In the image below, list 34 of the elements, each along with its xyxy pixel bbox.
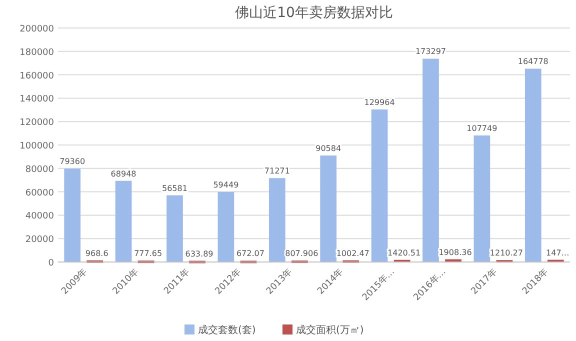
y-tick-label: 60000 (25, 188, 54, 198)
data-label: 807.906 (285, 249, 318, 258)
y-tick-label: 180000 (20, 48, 54, 58)
data-label: 1420.51 (388, 248, 421, 258)
y-tick-label: 100000 (20, 142, 54, 152)
y-tick-label: 20000 (25, 235, 54, 246)
data-label: 79360 (60, 157, 86, 166)
y-tick-label: 80000 (25, 164, 54, 175)
data-label: 56581 (162, 184, 188, 193)
data-label: 1908.36 (438, 248, 472, 257)
data-label: 164778 (518, 57, 548, 66)
data-label: 173297 (415, 47, 446, 56)
chart-title: 佛山近10年卖房数据对比 (235, 5, 393, 21)
y-tick-label: 40000 (25, 212, 54, 222)
y-tick-label: 0 (48, 258, 54, 268)
data-label: 68948 (110, 169, 136, 178)
legend-label: 成交面积(万㎡) (296, 324, 364, 336)
data-label: 129964 (364, 98, 395, 107)
data-label: 147… (546, 248, 570, 258)
y-tick-label: 140000 (20, 94, 54, 105)
data-label: 968.6 (85, 248, 108, 258)
y-tick-label: 160000 (20, 71, 54, 82)
data-label: 633.89 (185, 249, 214, 258)
data-label: 1002.47 (336, 248, 370, 258)
data-label: 672.07 (236, 249, 264, 258)
data-label: 107749 (466, 124, 498, 133)
legend-label: 成交套数(套) (198, 324, 256, 336)
data-label: 777.65 (134, 249, 162, 258)
data-label: 90584 (316, 144, 342, 154)
data-label: 59449 (213, 180, 239, 190)
y-tick-label: 120000 (20, 118, 54, 128)
data-label: 1210.27 (490, 248, 524, 258)
y-tick-label: 200000 (20, 24, 54, 34)
data-label: 71271 (264, 166, 290, 176)
